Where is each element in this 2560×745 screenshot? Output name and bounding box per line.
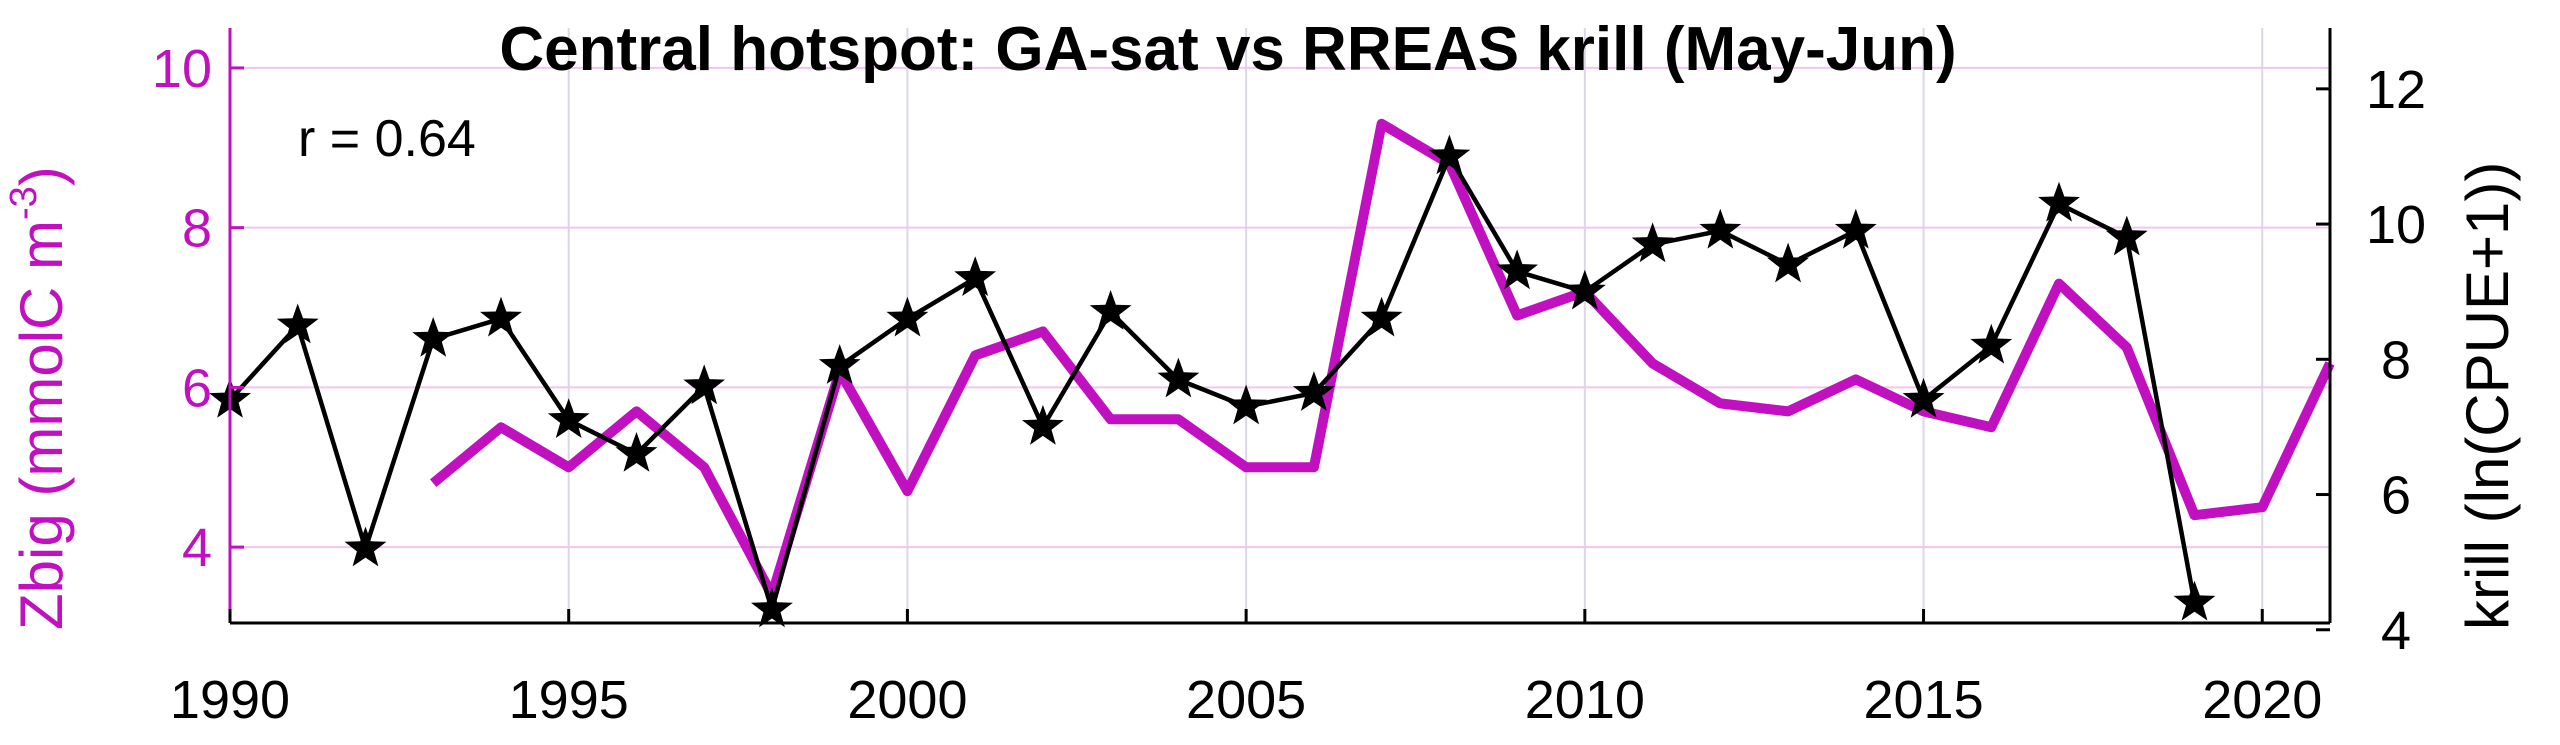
krill-point-star: [1225, 384, 1268, 425]
krill-point-star: [1834, 208, 1877, 249]
x-tick-label: 2010: [1525, 670, 1645, 730]
zbig-line: [430, 118, 2335, 600]
krill-point-star: [1902, 377, 1945, 418]
left-axis-label-main: Zbig (mmolC m: [8, 220, 75, 630]
x-tick-label: 1990: [170, 670, 290, 730]
krill-point-star: [276, 303, 319, 344]
right-y-tick-label: 10: [2366, 195, 2426, 255]
krill-point-star: [1157, 357, 1200, 398]
axes: [228, 28, 2332, 632]
krill-point-star: [412, 317, 455, 357]
krill-point-star: [1089, 290, 1132, 330]
x-tick-label: 1995: [509, 670, 629, 730]
left-axis-label-superscript: -3: [3, 186, 45, 220]
krill-line: [228, 154, 2197, 612]
krill-point-star: [1970, 323, 2013, 364]
left-y-tick-label: 8: [182, 199, 212, 259]
right-axis-label: krill (ln(CPUE+1)): [2454, 162, 2521, 630]
tick-labels: 1990 1995 2000 2005 2010 2015 2020 4 6 8 10 4 6 8 10 12: [152, 39, 2426, 730]
krill-point-star: [2173, 580, 2216, 621]
left-y-tick-label: 4: [182, 518, 212, 578]
x-tick-label: 2000: [847, 670, 967, 730]
krill-point-star: [751, 587, 793, 628]
krill-point-star: [547, 398, 590, 438]
krill-point-star: [1428, 134, 1471, 175]
krill-point-star: [1699, 208, 1742, 249]
krill-point-star: [1292, 371, 1335, 411]
krill-point-star: [954, 256, 997, 296]
krill-point-star: [1767, 242, 1809, 283]
krill-point-star: [615, 432, 658, 472]
krill-point-star: [886, 296, 929, 337]
krill-point-star: [2105, 215, 2148, 256]
krill-point-star: [1631, 222, 1674, 263]
right-y-tick-label: 4: [2381, 601, 2411, 661]
krill-point-star: [344, 526, 387, 567]
zbig-series: [430, 118, 2335, 600]
x-tick-label: 2005: [1186, 670, 1306, 730]
x-tick-label: 2015: [1863, 670, 1983, 730]
x-tick-label: 2020: [2202, 670, 2322, 730]
krill-point-star: [1360, 296, 1403, 337]
krill-point-star: [1496, 249, 1538, 290]
krill-point-star: [1022, 404, 1064, 445]
grid: [229, 28, 2330, 623]
left-axis-label-close: ): [8, 166, 75, 186]
correlation-annotation: r = 0.64: [298, 110, 476, 168]
left-y-tick-label: 10: [152, 39, 212, 99]
krill-point-star: [818, 344, 861, 384]
left-y-tick-label: 6: [182, 358, 212, 418]
left-axis-label: Zbig (mmolC m-3): [3, 166, 75, 630]
right-y-tick-label: 6: [2381, 466, 2411, 526]
right-y-tick-label: 8: [2381, 330, 2411, 390]
chart-title: Central hotspot: GA-sat vs RREAS krill (…: [499, 15, 1956, 84]
krill-series: [209, 134, 2216, 628]
krill-point-star: [2038, 181, 2080, 222]
krill-point-star: [480, 296, 522, 337]
krill-point-star: [1563, 269, 1606, 310]
right-y-tick-label: 12: [2366, 60, 2426, 120]
krill-point-star: [683, 364, 726, 405]
